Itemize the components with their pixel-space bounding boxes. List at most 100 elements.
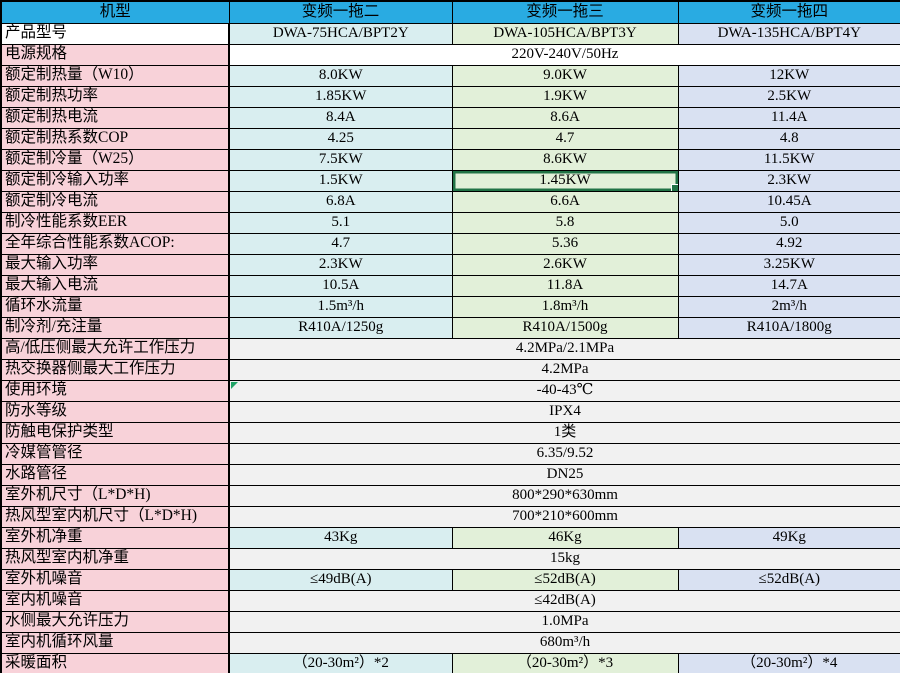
row-label-cell[interactable]: 水路管径 (0, 463, 230, 486)
row-label-cell[interactable]: 额定制冷输入功率 (0, 169, 230, 192)
row-label-cell[interactable]: 热交换器侧最大工作压力 (0, 358, 230, 381)
merged-value-cell[interactable]: 1.0MPa (228, 610, 900, 633)
value-cell[interactable]: 6.6A (451, 190, 679, 213)
value-cell[interactable]: 7.5KW (228, 148, 453, 171)
value-cell[interactable]: 1.85KW (228, 85, 453, 108)
row-label-cell[interactable]: 热风型室内机净重 (0, 547, 230, 570)
header-cell-series-4[interactable]: 变频一拖四 (677, 0, 900, 24)
row-label-cell[interactable]: 最大输入功率 (0, 253, 230, 276)
row-label-cell[interactable]: 冷媒管管径 (0, 442, 230, 465)
value-cell[interactable]: 8.6A (451, 106, 679, 129)
row-label-cell[interactable]: 额定制冷量（W25） (0, 148, 230, 171)
row-label-cell[interactable]: 额定制热电流 (0, 106, 230, 129)
value-cell[interactable]: 1.5KW (228, 169, 453, 192)
value-cell[interactable]: 5.1 (228, 211, 453, 234)
value-cell[interactable]: DWA-75HCA/BPT2Y (228, 22, 453, 45)
row-label-cell[interactable]: 室外机净重 (0, 526, 230, 549)
value-cell[interactable]: DWA-105HCA/BPT3Y (451, 22, 679, 45)
row-label-cell[interactable]: 热风型室内机尺寸（L*D*H) (0, 505, 230, 528)
selected-cell[interactable]: 1.45KW (451, 169, 679, 192)
header-cell-series-2[interactable]: 变频一拖二 (228, 0, 453, 24)
fill-handle[interactable] (670, 183, 677, 190)
value-cell[interactable]: 11.4A (677, 106, 900, 129)
value-cell[interactable]: 1.5m³/h (228, 295, 453, 318)
value-cell[interactable]: 2.3KW (228, 253, 453, 276)
value-cell[interactable]: 2.5KW (677, 85, 900, 108)
value-cell[interactable]: 2m³/h (677, 295, 900, 318)
merged-value-cell[interactable]: 680m³/h (228, 631, 900, 654)
value-cell[interactable]: 12KW (677, 64, 900, 87)
row-label-cell[interactable]: 室外机尺寸（L*D*H) (0, 484, 230, 507)
merged-value-cell[interactable]: DN25 (228, 463, 900, 486)
row-label-cell[interactable]: 全年综合性能系数ACOP: (0, 232, 230, 255)
row-label-cell[interactable]: 额定制热功率 (0, 85, 230, 108)
value-cell[interactable]: 9.0KW (451, 64, 679, 87)
value-cell[interactable]: 14.7A (677, 274, 900, 297)
value-cell[interactable]: 1.9KW (451, 85, 679, 108)
row-label-cell[interactable]: 循环水流量 (0, 295, 230, 318)
value-cell[interactable]: 5.36 (451, 232, 679, 255)
value-cell[interactable]: （20-30m²）*2 (228, 652, 453, 673)
value-cell[interactable]: 4.92 (677, 232, 900, 255)
row-label-cell[interactable]: 额定制冷电流 (0, 190, 230, 213)
merged-value-cell[interactable]: 4.2MPa (228, 358, 900, 381)
merged-value-cell[interactable]: 15kg (228, 547, 900, 570)
row-label-cell[interactable]: 制冷剂/充注量 (0, 316, 230, 339)
merged-value-cell[interactable]: 800*290*630mm (228, 484, 900, 507)
row-label-cell[interactable]: 防水等级 (0, 400, 230, 423)
value-cell[interactable]: 46Kg (451, 526, 679, 549)
value-cell[interactable]: 10.45A (677, 190, 900, 213)
value-cell[interactable]: DWA-135HCA/BPT4Y (677, 22, 900, 45)
row-label-cell[interactable]: 防触电保护类型 (0, 421, 230, 444)
value-cell[interactable]: 8.4A (228, 106, 453, 129)
value-cell[interactable]: ≤52dB(A) (677, 568, 900, 591)
value-cell[interactable]: 11.8A (451, 274, 679, 297)
value-cell[interactable]: 5.0 (677, 211, 900, 234)
value-cell[interactable]: （20-30m²）*3 (451, 652, 679, 673)
value-cell[interactable]: 8.6KW (451, 148, 679, 171)
row-label-cell[interactable]: 电源规格 (0, 43, 230, 66)
value-cell[interactable]: 6.8A (228, 190, 453, 213)
merged-value-cell[interactable]: 4.2MPa/2.1MPa (228, 337, 900, 360)
value-cell[interactable]: ≤49dB(A) (228, 568, 453, 591)
merged-value-cell[interactable]: 6.35/9.52 (228, 442, 900, 465)
value-cell[interactable]: R410A/1500g (451, 316, 679, 339)
row-label-cell[interactable]: 最大输入电流 (0, 274, 230, 297)
value-cell[interactable]: 2.6KW (451, 253, 679, 276)
row-label-cell[interactable]: 室外机噪音 (0, 568, 230, 591)
merged-value-cell[interactable]: 1类 (228, 421, 900, 444)
value-cell[interactable]: 5.8 (451, 211, 679, 234)
value-cell[interactable]: 8.0KW (228, 64, 453, 87)
merged-value-cell[interactable]: IPX4 (228, 400, 900, 423)
value-cell[interactable]: 4.7 (451, 127, 679, 150)
row-label-cell[interactable]: 产品型号 (0, 22, 230, 45)
row-label-cell[interactable]: 高/低压侧最大允许工作压力 (0, 337, 230, 360)
value-cell[interactable]: 4.25 (228, 127, 453, 150)
value-cell[interactable]: 49Kg (677, 526, 900, 549)
value-cell[interactable]: R410A/1800g (677, 316, 900, 339)
row-label-cell[interactable]: 水侧最大允许压力 (0, 610, 230, 633)
row-label-cell[interactable]: 采暖面积 (0, 652, 230, 673)
value-cell[interactable]: 11.5KW (677, 148, 900, 171)
value-cell[interactable]: 43Kg (228, 526, 453, 549)
value-cell[interactable]: 2.3KW (677, 169, 900, 192)
row-label-cell[interactable]: 室内机循环风量 (0, 631, 230, 654)
row-label-cell[interactable]: 室内机噪音 (0, 589, 230, 612)
value-cell[interactable]: R410A/1250g (228, 316, 453, 339)
value-cell[interactable]: ≤52dB(A) (451, 568, 679, 591)
row-label-cell[interactable]: 制冷性能系数EER (0, 211, 230, 234)
merged-value-cell[interactable]: 700*210*600mm (228, 505, 900, 528)
value-cell[interactable]: 3.25KW (677, 253, 900, 276)
value-cell[interactable]: 4.7 (228, 232, 453, 255)
header-cell-series-3[interactable]: 变频一拖三 (451, 0, 679, 24)
row-label-cell[interactable]: 额定制热量（W10） (0, 64, 230, 87)
value-cell[interactable]: 4.8 (677, 127, 900, 150)
merged-value-cell[interactable]: ≤42dB(A) (228, 589, 900, 612)
merged-value-cell[interactable]: -40-43℃ (228, 379, 900, 402)
merged-value-cell[interactable]: 220V-240V/50Hz (228, 43, 900, 66)
value-cell[interactable]: 10.5A (228, 274, 453, 297)
row-label-cell[interactable]: 额定制热系数COP (0, 127, 230, 150)
value-cell[interactable]: （20-30m²）*4 (677, 652, 900, 673)
header-cell-model-type[interactable]: 机型 (0, 0, 230, 24)
row-label-cell[interactable]: 使用环境 (0, 379, 230, 402)
